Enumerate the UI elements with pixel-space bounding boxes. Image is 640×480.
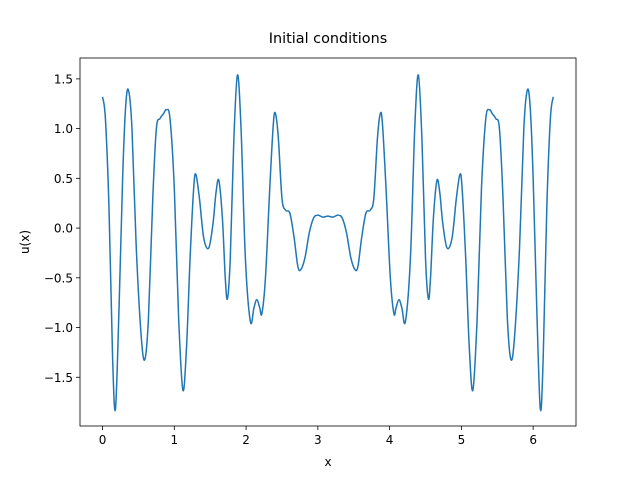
plot-frame: [79, 57, 577, 427]
y-axis-label: u(x): [18, 230, 32, 254]
line: [101, 74, 554, 412]
y-tick-label: −1.5: [44, 371, 73, 385]
y-tick-label: 0.5: [54, 172, 73, 186]
x-tick-label: 5: [458, 433, 466, 447]
y-tick-label: −0.5: [44, 271, 73, 285]
y-tick-label: 0.0: [54, 222, 73, 236]
y-tick-label: 1.5: [54, 72, 73, 86]
y-tick-label: 1.0: [54, 122, 73, 136]
y-tick-label: −1.0: [44, 321, 73, 335]
x-tick-label: 3: [314, 433, 322, 447]
x-axis-label: x: [324, 455, 331, 469]
x-tick-label: 0: [99, 433, 107, 447]
x-tick-label: 4: [386, 433, 394, 447]
x-tick-label: 6: [529, 433, 537, 447]
chart-title: Initial conditions: [269, 31, 387, 47]
x-tick-label: 2: [242, 433, 250, 447]
x-tick-label: 1: [170, 433, 178, 447]
